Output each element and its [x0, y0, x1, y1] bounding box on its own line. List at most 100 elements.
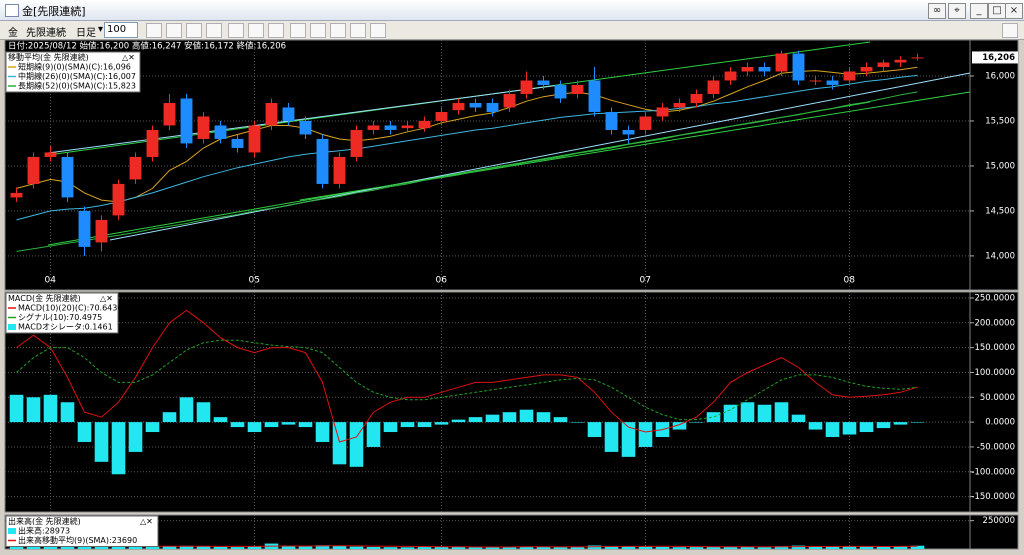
- candle-body: [231, 138, 244, 148]
- volume-bar: [570, 546, 585, 549]
- oscillator-bar: [893, 422, 908, 425]
- volume-bar: [434, 546, 449, 549]
- candle-body: [61, 156, 74, 198]
- candle-body: [775, 53, 788, 72]
- volume-bar: [451, 546, 466, 549]
- maximize-button[interactable]: □: [988, 3, 1006, 19]
- price-marker: [972, 51, 1018, 64]
- oscillator-bar: [876, 422, 891, 429]
- y-tick-label: 100.0000: [974, 368, 1015, 378]
- oscillator-bar: [196, 402, 211, 423]
- oscillator-bar: [553, 417, 568, 423]
- candle-body: [809, 80, 822, 82]
- tool-button[interactable]: [268, 23, 284, 38]
- ma-line: [16, 74, 918, 221]
- oscillator-bar: [43, 394, 58, 423]
- dropdown-arrow[interactable]: ▾: [98, 24, 104, 35]
- oscillator-bar: [145, 422, 160, 433]
- oscillator-bar: [94, 422, 109, 462]
- candle-body: [333, 156, 346, 184]
- oscillator-bar: [638, 422, 653, 447]
- oscillator-bar: [910, 422, 925, 423]
- pin-button[interactable]: ⌖: [948, 3, 966, 19]
- legend-title: 移動平均(金 先限連続): [8, 52, 89, 62]
- macd-line: [16, 309, 918, 443]
- volume-bar: [162, 546, 177, 549]
- contract-select[interactable]: 先限連続: [26, 28, 66, 39]
- minimize-button[interactable]: _: [970, 3, 988, 19]
- candle-body: [724, 71, 737, 81]
- volume-bar: [553, 547, 568, 549]
- close-button[interactable]: ×: [1005, 3, 1023, 19]
- oscillator-bar: [60, 402, 75, 423]
- candle-body: [129, 156, 142, 180]
- volume-bar: [400, 547, 415, 549]
- candle-body: [554, 84, 567, 99]
- volume-bar: [94, 545, 109, 549]
- symbol-select[interactable]: 金: [8, 28, 18, 39]
- x-tick-label: 08: [844, 276, 856, 286]
- ohlc-info: 日付:2025/08/12 始値:16,200 高値:16,247 安値:16,…: [8, 41, 286, 52]
- oscillator-bar: [570, 422, 585, 423]
- tool-button[interactable]: [310, 23, 326, 38]
- volume-bar: [655, 546, 670, 549]
- trend-line: [47, 84, 561, 154]
- candle-body: [622, 129, 635, 135]
- legend-swatch: [8, 528, 16, 534]
- link-button[interactable]: ∞: [928, 3, 946, 19]
- candle-body: [384, 125, 397, 130]
- tool-button[interactable]: [290, 23, 306, 38]
- volume-bar: [349, 546, 364, 549]
- oscillator-bar: [774, 402, 789, 423]
- candle-body: [656, 107, 669, 117]
- tool-button[interactable]: [248, 23, 264, 38]
- y-tick-label: 150.0000: [974, 343, 1015, 353]
- legend-entry: 短期線(9)(0)(SMA)(C):16,096: [18, 62, 131, 72]
- candle-body: [503, 93, 516, 108]
- oscillator-bar: [264, 422, 279, 428]
- legend-entry: MACDオシレータ:0.1461: [18, 323, 113, 332]
- volume-bar: [43, 546, 58, 549]
- oscillator-bar: [77, 422, 92, 442]
- y-tick-label: -100.0000: [971, 467, 1015, 477]
- legend-icons: △✕: [100, 294, 113, 303]
- tool-button[interactable]: [350, 23, 366, 38]
- candle-body: [860, 66, 873, 72]
- oscillator-bar: [434, 422, 449, 425]
- volume-bar: [26, 546, 41, 549]
- oscillator-bar: [791, 414, 806, 423]
- zoom-button[interactable]: [1002, 23, 1018, 38]
- oscillator-bar: [689, 422, 704, 423]
- tool-button[interactable]: [228, 23, 244, 38]
- tool-button[interactable]: [186, 23, 202, 38]
- y-tick-label: 16,000: [985, 71, 1015, 81]
- oscillator-bar: [298, 422, 313, 428]
- volume-bar: [60, 546, 75, 549]
- volume-bar: [910, 545, 925, 549]
- candle-body: [418, 120, 431, 129]
- candle-body: [401, 125, 414, 129]
- legend-box: [5, 51, 141, 93]
- tool-button[interactable]: [166, 23, 182, 38]
- candle-body: [894, 59, 907, 63]
- window-title: 金[先限連続]: [22, 5, 86, 18]
- price-marker-label: 16,206: [982, 53, 1015, 63]
- tool-button[interactable]: [330, 23, 346, 38]
- period-select[interactable]: 日足: [76, 28, 96, 39]
- candle-body: [588, 80, 601, 112]
- volume-bar: [587, 545, 602, 549]
- oscillator-bar: [9, 394, 24, 423]
- tool-button[interactable]: [146, 23, 162, 38]
- candle-body: [758, 66, 771, 72]
- candle-body: [10, 192, 23, 198]
- candle-body: [78, 210, 91, 247]
- oscillator-bar: [417, 422, 432, 428]
- tool-button[interactable]: [370, 23, 386, 38]
- y-tick-label: 15,000: [985, 161, 1015, 171]
- candle-body: [469, 102, 482, 108]
- tool-button[interactable]: [206, 23, 222, 38]
- count-input[interactable]: 100: [104, 22, 138, 38]
- legend-title: 出来高(金 先限連続): [8, 516, 81, 526]
- macd-line: [16, 339, 918, 421]
- x-tick-label: 05: [249, 276, 260, 286]
